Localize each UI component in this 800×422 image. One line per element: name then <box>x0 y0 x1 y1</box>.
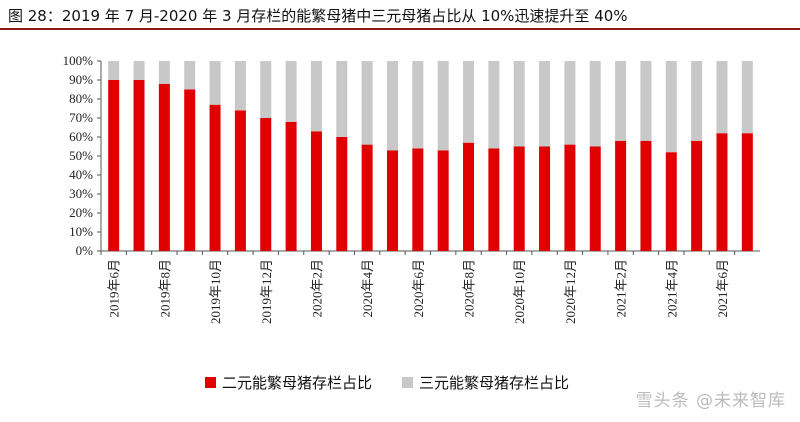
x-tick-label: 2020年6月 <box>411 259 426 318</box>
bar-series-b <box>539 61 551 147</box>
bar-series-a <box>209 104 221 251</box>
y-tick-label: 40% <box>69 167 93 182</box>
y-tick-label: 0% <box>76 243 94 258</box>
bar-series-b <box>285 61 297 122</box>
bar-series-a <box>108 80 120 251</box>
bar-series-b <box>361 61 373 145</box>
bar-series-a <box>437 150 449 251</box>
bar-series-a <box>184 89 196 251</box>
bar-series-a <box>234 110 246 252</box>
bar-series-a <box>513 146 525 251</box>
bar-series-a <box>488 148 500 251</box>
chart-title: 图 28：2019 年 7 月-2020 年 3 月存栏的能繁母猪中三元母猪占比… <box>8 7 628 25</box>
x-tick-label: 2019年10月 <box>208 259 223 324</box>
x-tick-label: 2021年4月 <box>664 259 679 318</box>
bar-series-a <box>640 140 652 251</box>
y-tick-label: 70% <box>69 110 93 125</box>
bar-series-a <box>691 140 703 251</box>
bar-series-b <box>184 61 196 90</box>
bar-series-b <box>336 61 348 137</box>
x-tick-label: 2020年10月 <box>512 259 527 324</box>
watermark: 雪头条 @未来智库 <box>635 391 786 411</box>
y-tick-label: 10% <box>69 224 93 239</box>
bar-series-a <box>463 142 475 251</box>
bar-series-b <box>158 61 170 84</box>
bar-series-b <box>386 61 398 151</box>
bar-series-b <box>260 61 272 118</box>
bar-series-b <box>691 61 703 141</box>
x-tick-label: 2020年2月 <box>309 259 324 318</box>
bar-series-b <box>234 61 246 111</box>
bar-series-b <box>412 61 424 149</box>
bar-series-a <box>589 146 601 251</box>
bar-series-b <box>209 61 221 105</box>
bar-series-a <box>386 150 398 251</box>
bar-series-b <box>437 61 449 151</box>
bar-series-a <box>412 148 424 251</box>
bar-series-a <box>539 146 551 251</box>
bar-series-a <box>285 121 297 251</box>
bar-series-b <box>665 61 677 153</box>
x-tick-label: 2019年6月 <box>107 259 122 318</box>
y-tick-label: 20% <box>69 205 93 220</box>
bar-series-a <box>564 144 576 251</box>
bar-series-a <box>310 131 322 251</box>
bar-series-a <box>336 137 348 251</box>
bar-series-b <box>488 61 500 149</box>
bar-series-b <box>741 61 753 134</box>
y-tick-label: 50% <box>69 148 93 163</box>
x-tick-label: 2021年2月 <box>614 259 629 318</box>
bar-series-b <box>513 61 525 147</box>
bar-series-b <box>716 61 728 134</box>
x-tick-label: 2021年6月 <box>715 259 730 318</box>
bar-series-a <box>158 83 170 251</box>
bar-series-b <box>615 61 627 141</box>
x-tick-label: 2020年8月 <box>462 259 477 318</box>
legend: 二元能繁母猪存栏占比 三元能繁母猪存栏占比 <box>205 372 599 393</box>
y-tick-label: 30% <box>69 186 93 201</box>
bar-series-a <box>361 144 373 251</box>
bar-series-a <box>716 133 728 251</box>
bar-series-a <box>615 140 627 251</box>
x-tick-label: 2020年4月 <box>360 259 375 318</box>
chart-title-bar: 图 28：2019 年 7 月-2020 年 3 月存栏的能繁母猪中三元母猪占比… <box>0 0 800 30</box>
bar-series-a <box>260 118 272 251</box>
x-tick-label: 2019年12月 <box>259 259 274 324</box>
legend-swatch-red <box>205 377 216 388</box>
bar-series-a <box>133 80 145 251</box>
y-tick-label: 90% <box>69 72 93 87</box>
legend-item-series-a: 二元能繁母猪存栏占比 <box>205 372 372 393</box>
bar-series-b <box>310 61 322 132</box>
legend-label-series-b: 三元能繁母猪存栏占比 <box>419 374 570 392</box>
y-tick-label: 60% <box>69 129 93 144</box>
legend-swatch-gray <box>402 377 414 388</box>
y-tick-label: 100% <box>63 53 94 68</box>
bar-series-b <box>564 61 576 145</box>
bar-series-b <box>463 61 475 143</box>
bar-series-a <box>665 152 677 251</box>
x-tick-label: 2019年8月 <box>157 259 172 318</box>
bar-series-b <box>589 61 601 147</box>
bar-series-b <box>640 61 652 141</box>
x-tick-label: 2020年12月 <box>563 259 578 324</box>
bar-series-b <box>133 61 145 80</box>
bar-series-a <box>741 133 753 251</box>
legend-item-series-b: 三元能繁母猪存栏占比 <box>402 372 569 393</box>
bar-series-b <box>108 61 120 80</box>
y-tick-label: 80% <box>69 91 93 106</box>
legend-label-series-a: 二元能繁母猪存栏占比 <box>222 374 373 392</box>
